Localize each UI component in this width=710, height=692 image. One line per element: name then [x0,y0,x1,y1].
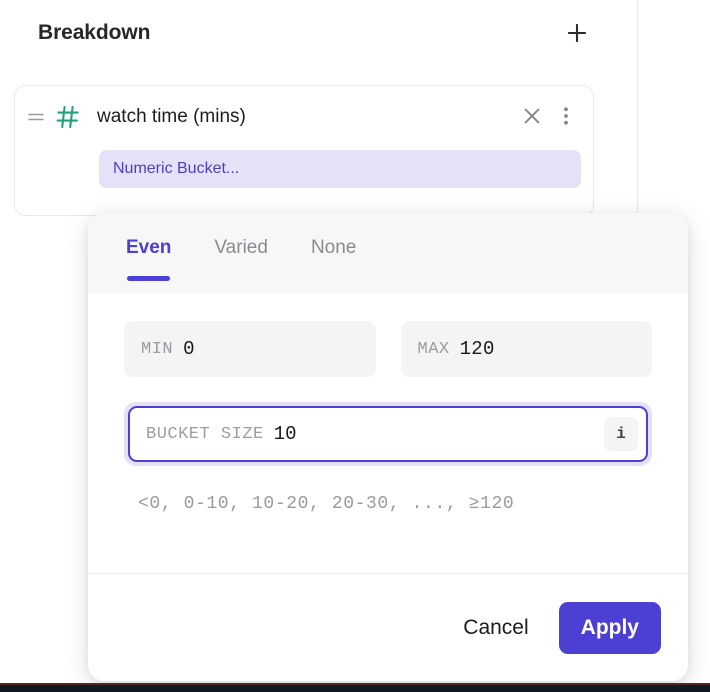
bucket-size-input-label: BUCKET SIZE [146,424,264,444]
min-input[interactable]: MIN 0 [124,321,376,377]
kebab-menu-icon [563,105,569,130]
numeric-bucket-chip[interactable]: Numeric Bucket... [99,150,581,188]
add-breakdown-button[interactable] [560,16,594,50]
max-input-value: 120 [459,338,495,360]
cancel-button-label: Cancel [463,615,529,639]
modal-body: MIN 0 MAX 120 BUCKET SIZE 10 i <0, 0-10, [88,293,688,573]
tab-even-label: Even [126,237,172,258]
bucket-mode-tablist: Even Varied None [88,213,688,293]
min-max-row: MIN 0 MAX 120 [124,321,652,377]
remove-breakdown-button[interactable] [517,102,547,132]
min-input-value: 0 [183,338,195,360]
bucket-preview-text: <0, 0-10, 10-20, 20-30, ..., ≥120 [138,494,515,514]
cancel-button[interactable]: Cancel [447,606,544,650]
page-title: Breakdown [38,21,151,44]
info-icon[interactable]: i [604,417,638,451]
modal-footer: Cancel Apply [88,573,688,681]
tab-none-label: None [310,237,357,258]
numeric-bucket-chip-label: Numeric Bucket... [113,160,240,177]
plus-icon [565,21,589,45]
breakdown-field-name: watch time (mins) [97,106,246,127]
bucket-size-focus-ring: BUCKET SIZE 10 i [124,402,652,466]
numeric-bucket-modal: Even Varied None MIN 0 MAX 120 [88,213,688,681]
close-icon [521,105,543,130]
browser-bottom-seam [0,683,710,685]
max-input[interactable]: MAX 120 [400,321,652,377]
tab-even[interactable]: Even [126,237,171,281]
bucket-size-input[interactable]: BUCKET SIZE 10 i [128,406,648,462]
breakdown-header: Breakdown [0,0,620,66]
drag-handle-icon[interactable] [27,108,45,126]
min-input-label: MIN [141,339,174,359]
hash-icon [53,102,83,132]
info-icon-glyph: i [616,425,626,443]
breakdown-options-button[interactable] [555,102,577,132]
apply-button[interactable]: Apply [558,601,661,654]
tab-varied-label: Varied [214,237,268,258]
max-input-label: MAX [417,339,450,359]
apply-button-label: Apply [580,615,639,639]
tab-varied[interactable]: Varied [214,237,268,281]
browser-bottom-edge [0,683,710,692]
tab-none[interactable]: None [311,237,356,281]
breakdown-row: watch time (mins) [15,86,593,148]
bucket-size-input-value: 10 [273,423,297,445]
breakdown-card: watch time (mins) Num [14,85,594,216]
